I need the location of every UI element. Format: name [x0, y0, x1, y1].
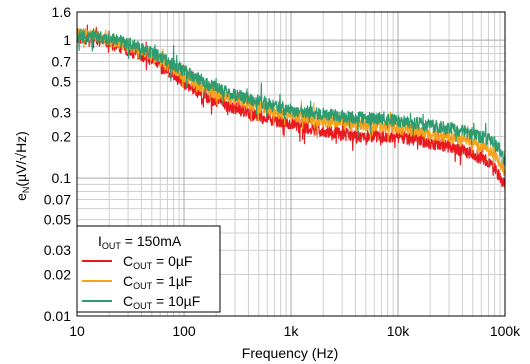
y-tick-label: 0.03: [44, 242, 71, 258]
series-layer: [76, 24, 506, 190]
series-line: [76, 27, 506, 166]
x-tick-label: 1k: [284, 323, 300, 339]
y-tick-label: 0.5: [52, 74, 72, 90]
y-tick-label: 0.1: [52, 170, 72, 186]
legend-entry-label: COUT = 1µF: [123, 273, 192, 291]
legend-header-sub: OUT: [102, 241, 122, 251]
y-tick-label: 0.3: [52, 104, 72, 120]
x-axis-title: Frequency (Hz): [242, 345, 338, 361]
y-axis-title: eN(µV/√Hz): [13, 131, 31, 201]
legend-box: [76, 225, 221, 313]
x-tick-label: 10: [69, 323, 85, 339]
legend-entry-main: C: [123, 273, 133, 289]
legend-entry-value: = 1µF: [152, 273, 192, 289]
legend-entry-sub: OUT: [133, 301, 153, 311]
legend-entry-main: C: [123, 253, 133, 269]
y-tick-label: 0.05: [44, 212, 71, 228]
legend-entry-sub: OUT: [133, 261, 153, 271]
legend-entry-sub: OUT: [133, 281, 153, 291]
y-axis-title-sub: N: [21, 187, 31, 194]
y-tick-label: 0.07: [44, 191, 71, 207]
legend-entry-value: = 0µF: [152, 253, 192, 269]
y-tick-label: 0.2: [52, 129, 72, 145]
y-tick-labels: 1.6 1 0.7 0.5 0.3 0.2 0.1 0.07 0.05 0.03 0.02 0.01: [44, 4, 71, 324]
legend-entry-label: COUT = 0µF: [123, 253, 192, 271]
y-tick-label: 1.6: [52, 4, 72, 20]
legend-entry-main: C: [123, 293, 133, 309]
legend-header: IOUT = 150mA: [98, 233, 182, 251]
y-tick-label: 1: [63, 32, 71, 48]
y-axis-title-unit: (µV/√Hz): [13, 131, 29, 186]
legend-header-main: I: [98, 233, 102, 249]
x-tick-label: 100k: [490, 323, 521, 339]
plot-frame: [76, 11, 506, 317]
x-tick-label: 100: [172, 323, 196, 339]
y-tick-label: 0.02: [44, 266, 71, 282]
y-axis-title-main: e: [13, 193, 29, 201]
legend-entry-label: COUT = 10µF: [123, 293, 200, 311]
legend-entry-value: = 10µF: [152, 293, 200, 309]
y-tick-label: 0.7: [52, 54, 72, 70]
legend-header-value: = 150mA: [121, 233, 182, 249]
x-tick-label: 10k: [387, 323, 411, 339]
y-tick-label: 0.01: [44, 308, 71, 324]
x-tick-labels: 10 100 1k 10k 100k: [69, 323, 521, 339]
